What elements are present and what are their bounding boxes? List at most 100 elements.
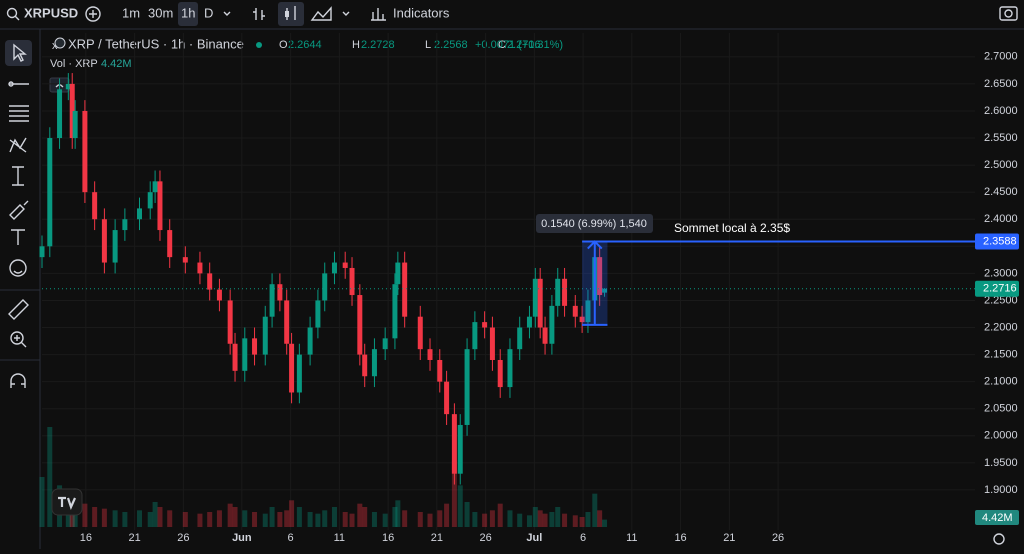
x-tick-label: 21	[723, 532, 735, 544]
candle-body	[417, 316, 423, 350]
snapshot-icon[interactable]	[999, 6, 1018, 21]
y-tick-label: 2.2000	[984, 321, 1018, 333]
bars-icon[interactable]	[253, 8, 265, 20]
annotation-note: Sommet local à 2.35$	[674, 221, 790, 235]
projection-tool[interactable]	[12, 166, 24, 186]
candle-body	[307, 327, 313, 355]
candle-body	[497, 360, 503, 388]
ohlc-row: O 2.2644 H 2.2728 L 2.2568 C 2.2716+0.0071 (+0.…	[279, 39, 563, 51]
candle-body	[427, 349, 433, 361]
market-status	[256, 42, 262, 48]
area-icon[interactable]	[310, 6, 332, 21]
cursor-tool[interactable]	[13, 43, 27, 62]
volume-bar	[371, 512, 377, 527]
candle-body	[392, 284, 398, 339]
text-tool[interactable]	[11, 229, 25, 245]
magnet-tool[interactable]	[10, 373, 26, 388]
left-toolbar	[0, 40, 40, 388]
candle-body	[532, 278, 538, 317]
ohlc-change: +0.0071 (+0.31%)	[475, 39, 563, 51]
volume-bar	[437, 510, 443, 527]
volume-bar	[602, 519, 608, 527]
volume-bar	[207, 512, 213, 527]
candle-body	[296, 354, 302, 393]
x-tick-label: 11	[334, 532, 345, 544]
candle-body	[331, 262, 337, 274]
ohlc-key: C	[498, 39, 506, 51]
volume-bar	[526, 515, 532, 527]
volume-bar	[262, 513, 268, 527]
interval-button[interactable]: 1h	[181, 5, 195, 20]
volume-bar	[269, 507, 275, 527]
volume-bar	[444, 503, 450, 527]
volume-bar	[489, 510, 495, 527]
candle-body	[39, 246, 45, 258]
volume-bar	[322, 510, 328, 527]
brush-tool[interactable]	[9, 200, 29, 220]
add-symbol[interactable]	[85, 6, 101, 22]
interval-button[interactable]: D	[204, 5, 213, 20]
search-icon[interactable]	[6, 7, 18, 19]
plot: 1.9000 1.9500 2.0000 2.0500 2.1000 2.1500 2.20…	[39, 33, 1019, 544]
x-tick-label: 16	[80, 532, 92, 544]
volume-bar	[427, 513, 433, 527]
legend-collapse[interactable]: x	[52, 40, 58, 52]
ohlc-key: H	[352, 39, 360, 51]
candle-body	[382, 338, 388, 350]
y-tick-label: 2.5000	[984, 159, 1018, 171]
volume-bar	[252, 512, 258, 527]
last-price-label: 2.2716	[983, 283, 1017, 295]
volume-badge-label: 4.42M	[982, 512, 1013, 524]
symbol[interactable]: XRPUSD	[24, 5, 78, 20]
candle-body	[82, 110, 88, 193]
trend-line-dot	[8, 81, 14, 87]
interval-button[interactable]: 1m	[122, 5, 140, 20]
candle-body	[101, 219, 107, 263]
ruler-tool[interactable]	[8, 299, 29, 320]
x-tick-label: 21	[431, 532, 443, 544]
interval-button[interactable]: 30m	[148, 5, 173, 20]
emoji-tool[interactable]	[9, 259, 27, 277]
volume-bar	[497, 503, 503, 527]
candle-body	[152, 181, 158, 193]
resistance-label: 2.3588	[983, 235, 1017, 247]
candle-body	[277, 284, 283, 301]
x-tick-label: Jul	[526, 532, 542, 544]
fib-tool[interactable]	[9, 105, 29, 122]
volume-bar	[182, 512, 188, 527]
chart-type-dropdown[interactable]	[342, 11, 350, 16]
zoom-tool-glyph	[14, 335, 27, 348]
volume-bar	[157, 507, 163, 527]
volume-badge	[975, 510, 1019, 525]
volume-bar	[402, 510, 408, 527]
candle-body	[207, 273, 213, 290]
candle-body	[562, 278, 568, 306]
candle-body	[342, 262, 348, 268]
y-tick-label: 1.9000	[984, 484, 1018, 496]
interval-dropdown[interactable]	[223, 11, 231, 16]
zoom-tool[interactable]	[10, 331, 24, 345]
indicators-button[interactable]: Indicators	[393, 5, 450, 20]
interval-active-bg	[178, 2, 198, 26]
candle-body	[472, 322, 478, 350]
candle-body	[112, 230, 118, 263]
pattern-tool[interactable]	[9, 137, 27, 153]
volume-bar	[216, 510, 222, 527]
candle-body	[402, 262, 408, 317]
y-tick-label: 2.1000	[984, 376, 1018, 388]
volume-bar	[392, 507, 398, 527]
settings-icon[interactable]	[993, 533, 1005, 545]
y-tick-label: 1.9500	[984, 457, 1018, 469]
y-tick-label: 2.3000	[984, 267, 1018, 279]
volume-bar	[357, 503, 363, 527]
volume-bar	[39, 477, 45, 527]
candle-body	[252, 338, 258, 355]
candle-body	[284, 300, 290, 344]
volume-bar	[307, 512, 313, 527]
indicators-icon[interactable]	[371, 8, 386, 21]
candle-body	[72, 110, 78, 139]
volume-bar	[331, 507, 337, 527]
candle-body	[555, 278, 561, 306]
candle-body	[572, 305, 578, 317]
